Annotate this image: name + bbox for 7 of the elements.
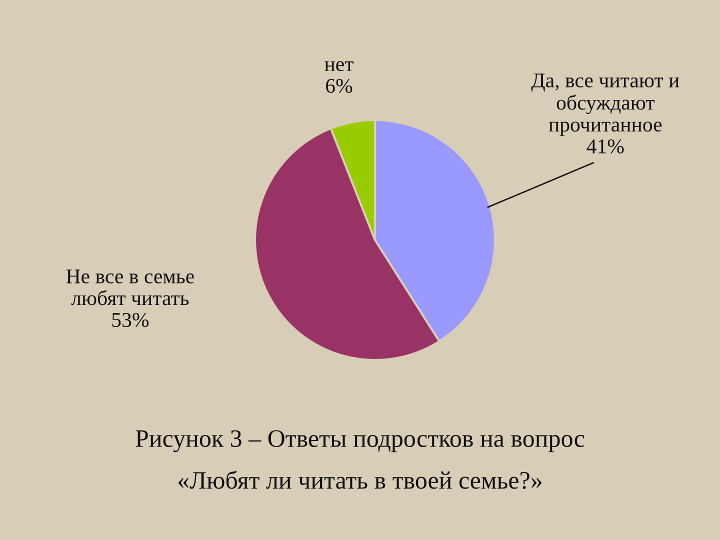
- data-label: 53%: [112, 312, 149, 328]
- slice-label: нет: [324, 61, 354, 72]
- slice-label: Не все в семье любят читать: [66, 270, 194, 306]
- data-label: 41%: [586, 139, 624, 154]
- data-label: 6%: [326, 78, 352, 93]
- slice-label: Да, все читают и обсуждают прочитанное: [531, 74, 680, 136]
- text: Рисунок 3 – Ответы подростков на вопрос «Любят ли читать в твоей семье?»: [136, 430, 584, 489]
